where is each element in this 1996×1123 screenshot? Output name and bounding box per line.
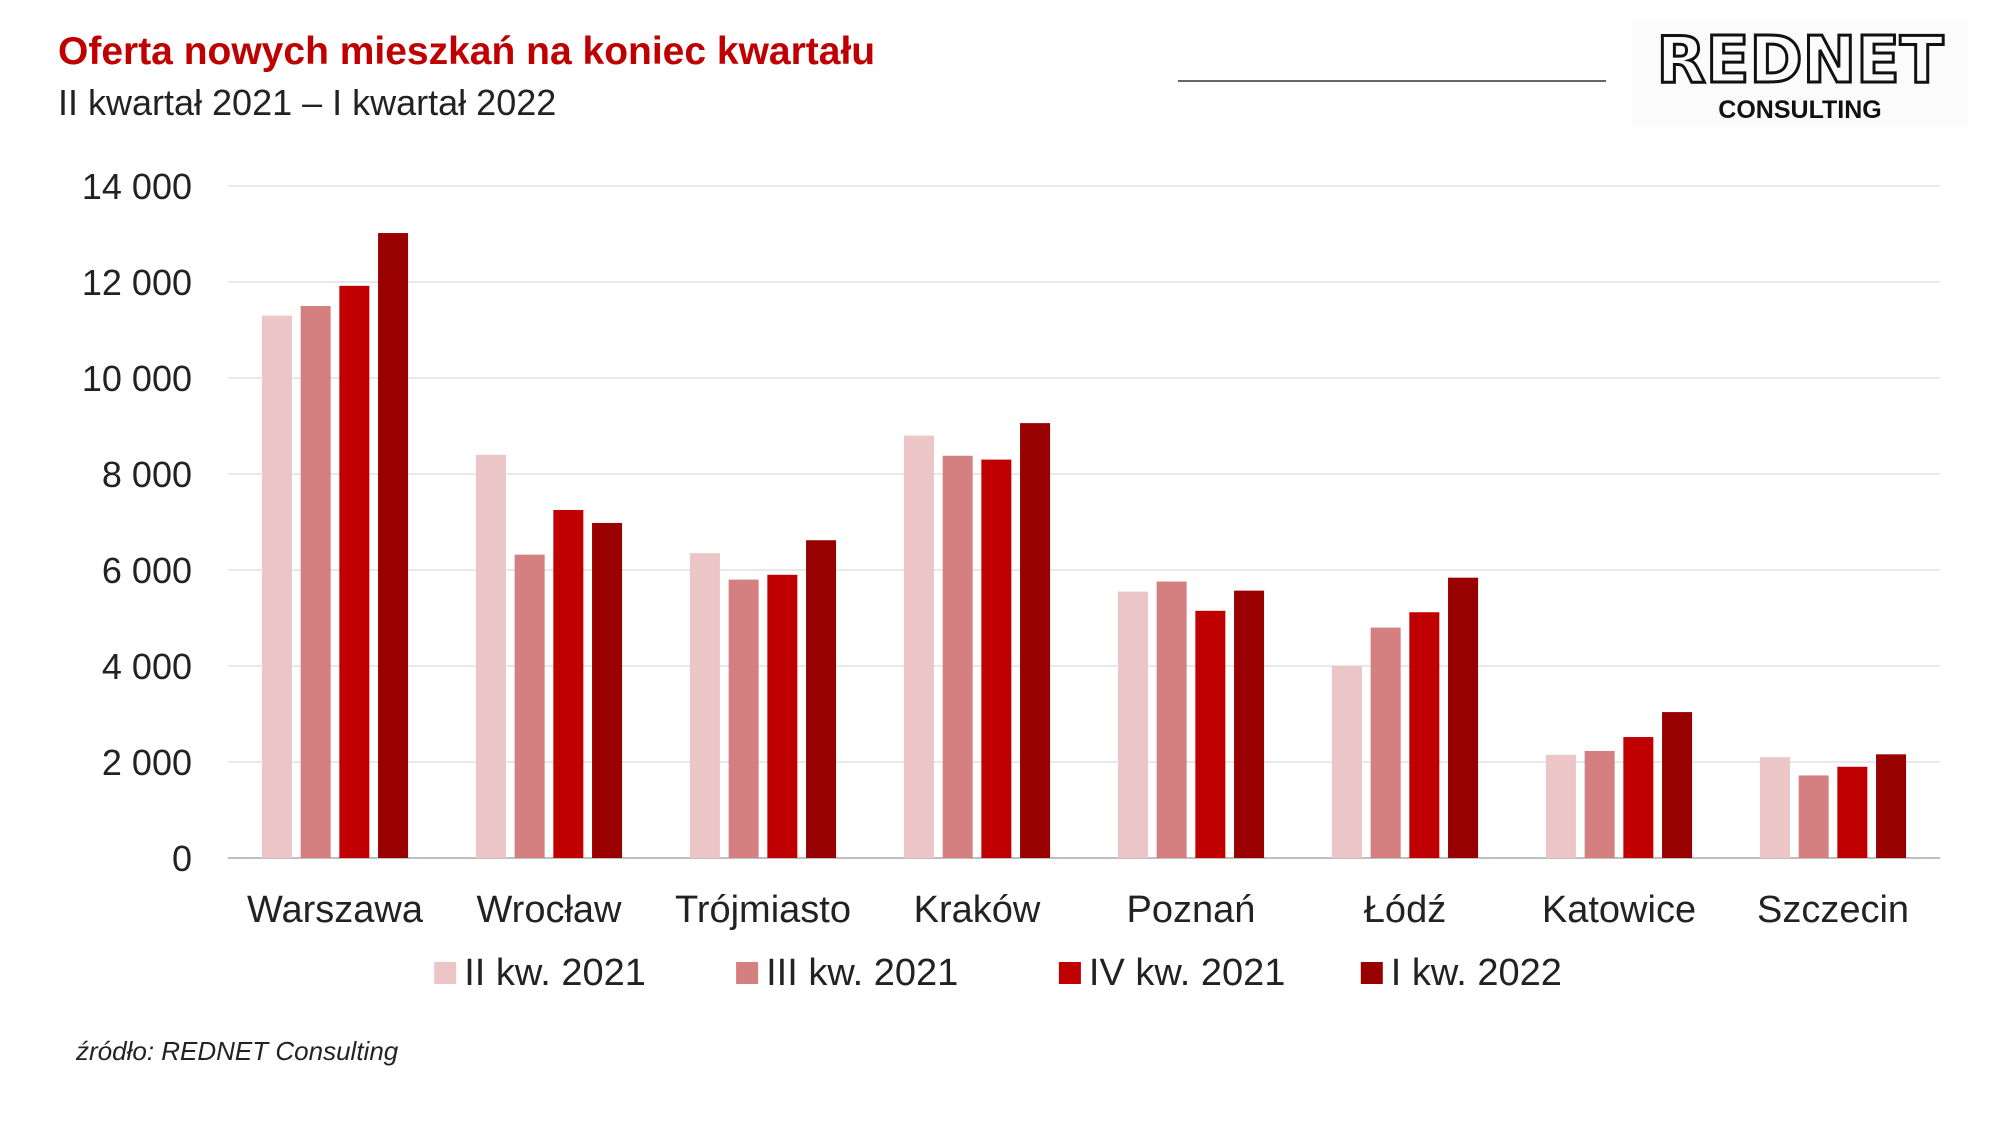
bar — [592, 522, 623, 858]
chart-subtitle: II kwartał 2021 – I kwartał 2022 — [58, 82, 557, 123]
rednet-logo-graphic: REDNET CONSULTING — [1655, 23, 1945, 125]
bar — [942, 455, 973, 858]
bars — [261, 233, 1907, 859]
bar — [1759, 757, 1790, 858]
bar — [806, 540, 837, 858]
source-note: źródło: REDNET Consulting — [76, 1036, 399, 1066]
legend-item: II kw. 2021 — [434, 952, 646, 994]
y-tick-label: 10 000 — [82, 358, 192, 399]
bar — [1409, 612, 1440, 858]
bar — [1662, 712, 1693, 858]
y-tick-label: 2 000 — [102, 742, 192, 783]
bar — [339, 285, 370, 859]
chart-title: Oferta nowych mieszkań na koniec kwartał… — [58, 30, 876, 73]
bar — [728, 579, 759, 858]
bar — [1545, 754, 1576, 858]
header-divider — [1178, 80, 1606, 82]
y-tick-label: 0 — [172, 838, 192, 879]
bar — [553, 510, 584, 858]
x-tick-label: Kraków — [914, 889, 1041, 931]
y-axis-ticks: 0 2 000 4 000 6 000 8 000 10 000 12 000 14 000 — [82, 166, 192, 879]
legend-swatch — [1058, 962, 1081, 984]
grid-lines — [228, 185, 1940, 859]
y-tick-label: 6 000 — [102, 550, 192, 591]
bar — [1584, 750, 1615, 858]
x-tick-label: Szczecin — [1757, 889, 1909, 931]
legend-label: I kw. 2022 — [1391, 952, 1562, 994]
rednet-logo: REDNET CONSULTING — [1632, 20, 1968, 126]
x-tick-label: Katowice — [1542, 889, 1696, 931]
bar — [1234, 590, 1265, 858]
bar — [475, 454, 506, 858]
bar — [514, 554, 545, 858]
bar — [1798, 775, 1829, 858]
legend-label: III kw. 2021 — [766, 952, 958, 994]
legend-item: IV kw. 2021 — [1058, 952, 1285, 994]
bar — [1195, 610, 1226, 858]
x-tick-label: Warszawa — [247, 889, 424, 931]
bar — [1837, 766, 1868, 858]
legend-swatch — [434, 962, 457, 984]
legend-label: IV kw. 2021 — [1089, 952, 1285, 994]
bar — [1156, 581, 1187, 858]
bar — [1876, 754, 1907, 858]
x-tick-label: Wrocław — [477, 889, 623, 931]
bar — [689, 553, 720, 858]
logo-wordmark: REDNET — [1656, 24, 1943, 98]
logo-tagline: CONSULTING — [1718, 96, 1881, 124]
bar — [767, 574, 798, 858]
bar — [1020, 423, 1051, 858]
bar — [300, 306, 331, 858]
bar — [1331, 666, 1362, 858]
bar — [903, 435, 934, 858]
x-tick-label: Trójmiasto — [675, 889, 851, 931]
x-axis-labels: Warszawa Wrocław Trójmiasto Kraków Poznań Łód… — [247, 889, 1909, 931]
bar — [1370, 627, 1401, 858]
legend-item: III kw. 2021 — [736, 952, 958, 994]
legend-label: II kw. 2021 — [464, 952, 646, 994]
bar — [1117, 591, 1148, 858]
bar — [1623, 737, 1654, 858]
x-tick-label: Poznań — [1127, 889, 1256, 931]
legend-item: I kw. 2022 — [1360, 952, 1562, 994]
legend-swatch — [1360, 962, 1383, 984]
bar — [261, 315, 292, 859]
bar — [981, 459, 1012, 858]
y-tick-label: 8 000 — [102, 454, 192, 495]
y-tick-label: 12 000 — [82, 262, 192, 303]
bar — [1448, 577, 1479, 858]
y-tick-label: 14 000 — [82, 166, 192, 207]
legend: II kw. 2021 III kw. 2021 IV kw. 2021 I kw. … — [434, 952, 1562, 994]
bar — [378, 233, 409, 859]
x-tick-label: Łódź — [1364, 889, 1446, 931]
y-tick-label: 4 000 — [102, 646, 192, 687]
legend-swatch — [736, 962, 759, 984]
